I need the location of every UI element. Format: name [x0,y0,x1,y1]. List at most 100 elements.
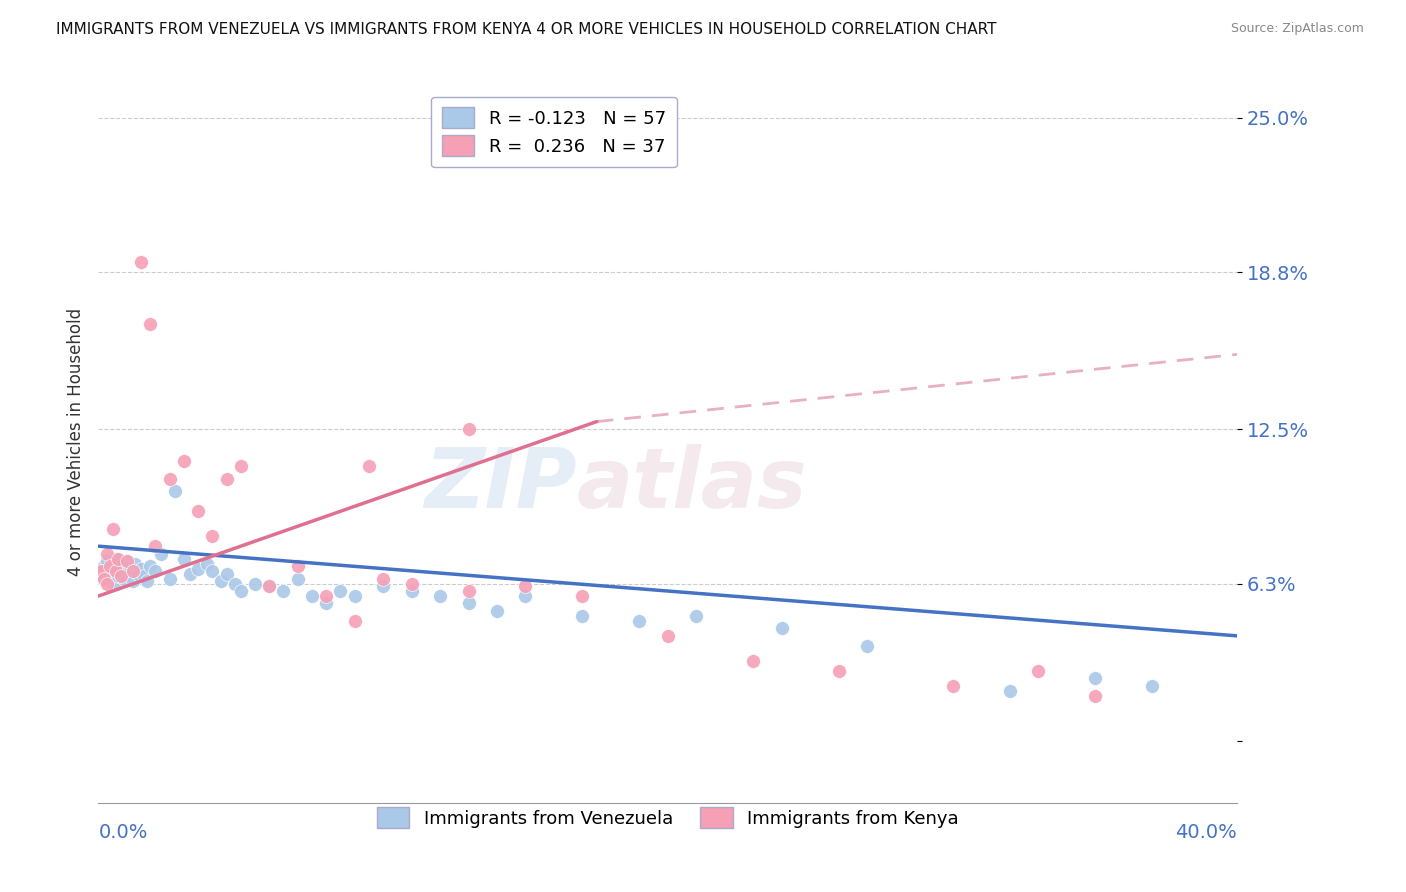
Point [104,564,127,578]
Point [287,559,309,574]
Point [112,572,135,586]
Point [115,554,138,568]
Point [93,572,115,586]
Text: ZIP: ZIP [425,444,576,525]
Point [201,564,224,578]
Point [165,484,187,499]
Point [209,574,232,588]
Point [215,472,238,486]
Point [129,255,152,269]
Point [98,574,121,588]
Point [187,561,209,575]
Point [129,561,152,575]
Point [998,683,1021,698]
Point [628,614,651,628]
Legend: Immigrants from Venezuela, Immigrants from Kenya: Immigrants from Venezuela, Immigrants fr… [368,798,967,837]
Point [259,579,281,593]
Point [110,559,132,574]
Point [224,576,246,591]
Point [515,589,537,603]
Point [457,597,479,611]
Text: atlas: atlas [576,444,807,525]
Point [173,454,195,468]
Point [96,569,118,583]
Point [329,584,352,599]
Point [135,574,157,588]
Point [96,554,118,568]
Point [243,576,266,591]
Point [138,318,160,332]
Point [571,609,593,624]
Point [101,566,124,581]
Point [179,566,201,581]
Point [104,576,127,591]
Point [571,589,593,603]
Point [301,589,323,603]
Point [107,564,129,578]
Point [145,539,167,553]
Point [90,564,112,578]
Point [429,589,451,603]
Point [195,557,218,571]
Point [93,559,115,574]
Point [486,604,509,618]
Text: IMMIGRANTS FROM VENEZUELA VS IMMIGRANTS FROM KENYA 4 OR MORE VEHICLES IN HOUSEHO: IMMIGRANTS FROM VENEZUELA VS IMMIGRANTS … [56,22,997,37]
Point [110,569,132,583]
Point [373,579,395,593]
Point [93,572,115,586]
Point [742,654,765,668]
Point [1140,679,1163,693]
Point [187,504,209,518]
Point [357,459,380,474]
Point [107,551,129,566]
Point [343,589,366,603]
Point [1084,671,1107,685]
Point [457,422,479,436]
Point [121,564,143,578]
Point [287,572,309,586]
Point [124,557,146,571]
Point [96,547,118,561]
Point [515,579,537,593]
Point [98,559,121,574]
Point [215,566,238,581]
Point [373,572,395,586]
Point [173,551,195,566]
Point [229,584,252,599]
Point [685,609,707,624]
Point [115,554,138,568]
Point [104,551,127,566]
Point [401,584,423,599]
Point [1026,664,1049,678]
Point [127,566,149,581]
Point [259,579,281,593]
Point [159,472,181,486]
Point [229,459,252,474]
Point [138,559,160,574]
Point [770,621,793,635]
Point [132,569,155,583]
Text: 40.0%: 40.0% [1175,822,1237,842]
Point [201,529,224,543]
Point [1084,689,1107,703]
Point [101,557,124,571]
Point [457,584,479,599]
Point [942,679,965,693]
Point [121,574,143,588]
Point [118,564,141,578]
Point [401,576,423,591]
Point [145,564,167,578]
Text: Source: ZipAtlas.com: Source: ZipAtlas.com [1230,22,1364,36]
Point [150,547,173,561]
Point [315,589,337,603]
Point [273,584,295,599]
Point [856,639,879,653]
Point [107,569,129,583]
Point [315,597,337,611]
Point [343,614,366,628]
Point [98,561,121,575]
Point [90,564,112,578]
Point [828,664,851,678]
Point [96,576,118,591]
Y-axis label: 4 or more Vehicles in Household: 4 or more Vehicles in Household [66,308,84,575]
